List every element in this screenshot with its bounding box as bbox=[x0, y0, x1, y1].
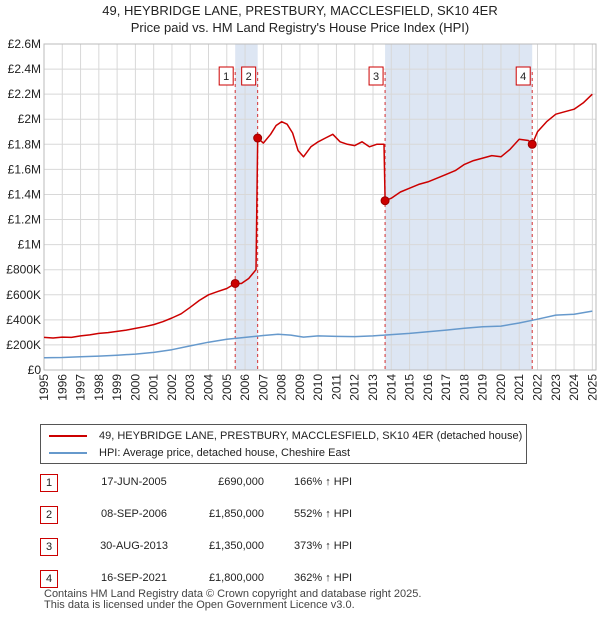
x-tick-label: 2021 bbox=[512, 374, 526, 401]
x-tick-label: 2010 bbox=[311, 374, 325, 401]
title-line-1: 49, HEYBRIDGE LANE, PRESTBURY, MACCLESFI… bbox=[102, 3, 498, 18]
y-tick-label: £2M bbox=[18, 112, 41, 126]
y-tick-label: £1M bbox=[18, 238, 41, 252]
y-tick-label: £2.4M bbox=[8, 62, 41, 76]
x-tick-label: 2011 bbox=[329, 374, 343, 400]
transaction-label-box bbox=[241, 66, 257, 86]
y-tick-label: £600K bbox=[6, 288, 41, 302]
x-tick-label: 2016 bbox=[421, 374, 435, 401]
footer: Contains HM Land Registry data © Crown c… bbox=[44, 589, 421, 611]
y-tick-label: £400K bbox=[6, 313, 41, 327]
x-tick-label: 2024 bbox=[567, 374, 581, 401]
x-tick-label: 2002 bbox=[165, 374, 179, 401]
legend-label-property: 49, HEYBRIDGE LANE, PRESTBURY, MACCLESFI… bbox=[99, 430, 523, 442]
footer-line-2: This data is licensed under the Open Gov… bbox=[44, 599, 355, 611]
y-tick-label: £800K bbox=[6, 263, 41, 277]
transaction-marker bbox=[380, 196, 390, 206]
x-tick-label: 2018 bbox=[457, 374, 471, 401]
x-tick-label: 2009 bbox=[293, 374, 307, 401]
x-tick-label: 2013 bbox=[366, 374, 380, 401]
y-tick-label: £1.8M bbox=[8, 137, 41, 151]
x-tick-label: 2025 bbox=[585, 374, 599, 401]
legend-swatch-property bbox=[49, 435, 87, 437]
transaction-hpi: 552% ↑ HPI bbox=[294, 508, 353, 520]
y-tick-label: £1.4M bbox=[8, 187, 41, 201]
x-tick-label: 1999 bbox=[110, 374, 124, 401]
x-tick-label: 1995 bbox=[37, 374, 51, 401]
transaction-date: 16-SEP-2021 bbox=[100, 572, 168, 584]
x-tick-label: 1997 bbox=[74, 374, 88, 401]
transaction-number: 1 bbox=[40, 474, 58, 492]
y-tick-label: £2.2M bbox=[8, 87, 41, 101]
x-tick-label: 2020 bbox=[494, 374, 508, 401]
x-tick-label: 2015 bbox=[403, 374, 417, 401]
transaction-price: £690,000 bbox=[218, 476, 264, 488]
x-tick-label: 2019 bbox=[476, 374, 490, 401]
x-tick-label: 1996 bbox=[55, 374, 69, 401]
transaction-price: £1,800,000 bbox=[208, 572, 264, 584]
transaction-number: 2 bbox=[40, 506, 58, 524]
transaction-price: £1,350,000 bbox=[208, 540, 264, 552]
transaction-label-box bbox=[368, 66, 384, 86]
transaction-label: 3 bbox=[373, 71, 379, 83]
chart: £0 £200K £400K £600K £800K £1M £1.2M £1.4M £1.6M… bbox=[6, 37, 599, 401]
transaction-marker bbox=[253, 133, 263, 143]
y-tick-label: £2.6M bbox=[8, 37, 41, 51]
transaction-price: £1,850,000 bbox=[208, 508, 264, 520]
ownership-shade bbox=[385, 44, 533, 370]
x-tick-label: 1998 bbox=[92, 374, 106, 401]
title-line-2: Price paid vs. HM Land Registry's House … bbox=[130, 20, 470, 35]
x-tick-label: 2014 bbox=[384, 374, 398, 401]
y-tick-label: £0 bbox=[28, 363, 42, 377]
x-tick-label: 2023 bbox=[549, 374, 563, 401]
x-tick-label: 2012 bbox=[348, 374, 362, 401]
legend-item-hpi: HPI: Average price, detached house, Ches… bbox=[49, 447, 350, 459]
transaction-number: 4 bbox=[40, 570, 58, 588]
x-tick-label: 2000 bbox=[128, 374, 142, 401]
x-tick-label: 2006 bbox=[238, 374, 252, 401]
transaction-label-box bbox=[515, 66, 531, 86]
transaction-label: 2 bbox=[246, 71, 252, 83]
property-price-line bbox=[43, 93, 593, 339]
x-tick-label: 2007 bbox=[256, 374, 270, 401]
transaction-label-box bbox=[218, 66, 234, 86]
transaction-hpi: 166% ↑ HPI bbox=[294, 476, 353, 488]
legend-item-property: 49, HEYBRIDGE LANE, PRESTBURY, MACCLESFI… bbox=[49, 430, 522, 442]
x-tick-label: 2005 bbox=[220, 374, 234, 401]
legend-swatch-hpi bbox=[49, 452, 87, 454]
plot-border bbox=[43, 43, 597, 371]
transaction-marker bbox=[527, 139, 537, 149]
chart-title: 49, HEYBRIDGE LANE, PRESTBURY, MACCLESFI… bbox=[0, 2, 600, 36]
transaction-date: 17-JUN-2005 bbox=[101, 476, 167, 488]
x-tick-label: 2008 bbox=[275, 374, 289, 401]
transaction-date: 08-SEP-2006 bbox=[100, 508, 168, 520]
y-tick-label: £200K bbox=[6, 338, 41, 352]
table-row: 3 30-AUG-2013 £1,350,000 373% ↑ HPI bbox=[40, 538, 400, 558]
transaction-marker bbox=[230, 278, 240, 288]
transaction-label: 1 bbox=[223, 71, 229, 83]
hpi-line bbox=[43, 310, 593, 359]
x-tick-label: 2017 bbox=[439, 374, 453, 401]
transaction-hpi: 373% ↑ HPI bbox=[294, 540, 353, 552]
x-tick-label: 2004 bbox=[202, 374, 216, 401]
transaction-date: 30-AUG-2013 bbox=[100, 540, 168, 552]
x-tick-label: 2003 bbox=[183, 374, 197, 401]
table-row: 1 17-JUN-2005 £690,000 166% ↑ HPI bbox=[40, 474, 400, 494]
x-tick-label: 2022 bbox=[531, 374, 545, 401]
legend-label-hpi: HPI: Average price, detached house, Ches… bbox=[99, 447, 351, 459]
transaction-number: 3 bbox=[40, 538, 58, 556]
footer-line-1: Contains HM Land Registry data © Crown c… bbox=[44, 588, 422, 600]
y-tick-label: £1.6M bbox=[8, 162, 41, 176]
y-tick-label: £1.2M bbox=[8, 213, 41, 227]
table-row: 4 16-SEP-2021 £1,800,000 362% ↑ HPI bbox=[40, 570, 400, 590]
ownership-shade bbox=[235, 44, 258, 370]
x-tick-label: 2001 bbox=[147, 374, 161, 401]
transaction-label: 4 bbox=[520, 71, 526, 83]
legend: 49, HEYBRIDGE LANE, PRESTBURY, MACCLESFI… bbox=[40, 424, 527, 464]
transaction-hpi: 362% ↑ HPI bbox=[294, 572, 353, 584]
table-row: 2 08-SEP-2006 £1,850,000 552% ↑ HPI bbox=[40, 506, 400, 526]
